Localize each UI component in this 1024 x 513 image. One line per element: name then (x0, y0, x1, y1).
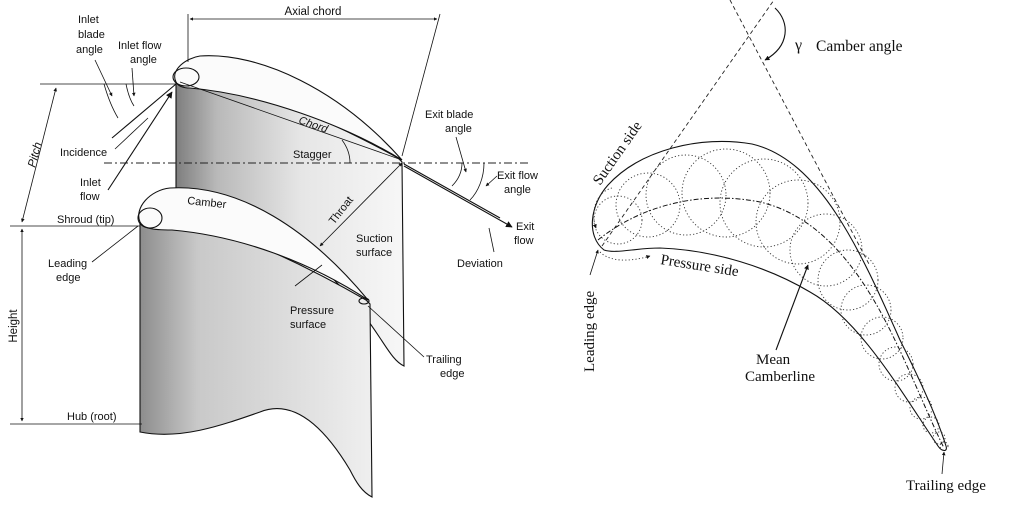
airfoil-geometry-figure: γ Camber angle Sucti (582, 0, 986, 494)
trailing-edge-leader (367, 305, 425, 358)
exit-blade-angle-label: Exit blade angle (425, 109, 476, 135)
leading-edge-leader (91, 225, 139, 263)
axial-chord-label: Axial chord (285, 6, 342, 18)
inlet-flow-angle-label: Inlet flow angle (118, 40, 164, 66)
pressure-surface-leader (294, 264, 323, 287)
throat-dimension (319, 162, 403, 247)
exit-tangent-line (729, 0, 871, 267)
inlet-blade-angle-label: Inlet blade angle (76, 14, 108, 56)
height-label: Height (8, 309, 20, 343)
inlet-blade-direction (111, 83, 177, 139)
exit-blade-angle-leader (455, 136, 467, 173)
front-blade-trailing-edge (358, 297, 370, 305)
leading-edge-label-right: Leading edge (582, 290, 598, 372)
exit-flow-angle-label: Exit flow angle (497, 170, 541, 196)
mean-camberline-pointer (775, 264, 809, 351)
inlet-flow-label: Inlet flow (80, 177, 104, 203)
suction-side-entry-arrow (592, 187, 613, 229)
rear-blade-leading-edge-ellipse (172, 67, 200, 87)
camber-angle-arc (764, 7, 786, 61)
exit-flow-arrow (403, 165, 513, 228)
stagger-arc (341, 139, 351, 164)
pitch-dimension (21, 87, 57, 223)
blade-cascade-figure: Axial chord Chord Stagger Pitch Height S… (8, 6, 541, 498)
exit-blade-direction (403, 163, 501, 219)
leading-edge-pointer (589, 249, 599, 276)
inlet-flow-angle-leader (131, 67, 136, 97)
mean-camberline (597, 197, 945, 449)
exit-blade-angle-arc (451, 162, 463, 187)
chord-line (179, 81, 403, 161)
trailing-edge-label-right: Trailing edge (906, 478, 986, 494)
inscribed-circles (593, 148, 949, 451)
hub-label: Hub (root) (67, 411, 117, 423)
suction-side-label: Suction side (590, 118, 646, 188)
inlet-tangent-line (601, 0, 775, 247)
suction-surface-label: Suction surface (356, 233, 396, 259)
exit-flow-label: Exit flow (514, 221, 537, 247)
inlet-blade-angle-arc (103, 83, 119, 119)
pressure-side-entry-arrow (599, 251, 651, 261)
inlet-flow-arrow (107, 91, 173, 191)
deviation-label: Deviation (457, 258, 503, 270)
mean-camberline-label: Mean Camberline (745, 352, 815, 385)
inlet-flow-angle-arc (125, 83, 135, 107)
pitch-label: Pitch (26, 141, 44, 169)
exit-flow-angle-arc (469, 162, 485, 201)
trailing-edge-pointer (941, 451, 946, 475)
incidence-label: Incidence (60, 147, 107, 159)
deviation-leader (488, 227, 495, 253)
shroud-label: Shroud (tip) (57, 214, 114, 226)
stagger-label: Stagger (293, 149, 332, 161)
pressure-surface-label: Pressure surface (290, 305, 337, 331)
front-blade-leading-edge-ellipse (137, 207, 163, 229)
camber-label: Camber (187, 195, 227, 211)
leading-edge-label: Leading edge (48, 258, 90, 284)
inlet-blade-angle-leader (94, 59, 113, 97)
airfoil-outline (591, 140, 947, 452)
axial-chord-ext-right (401, 13, 441, 157)
pressure-side-label: Pressure side (659, 252, 740, 280)
camber-angle-label: Camber angle (816, 38, 903, 55)
incidence-leader (114, 117, 149, 150)
trailing-edge-label: Trailing edge (426, 354, 465, 380)
front-blade (137, 187, 373, 498)
exit-flow-angle-leader (485, 175, 498, 187)
gamma-symbol: γ (794, 37, 802, 54)
